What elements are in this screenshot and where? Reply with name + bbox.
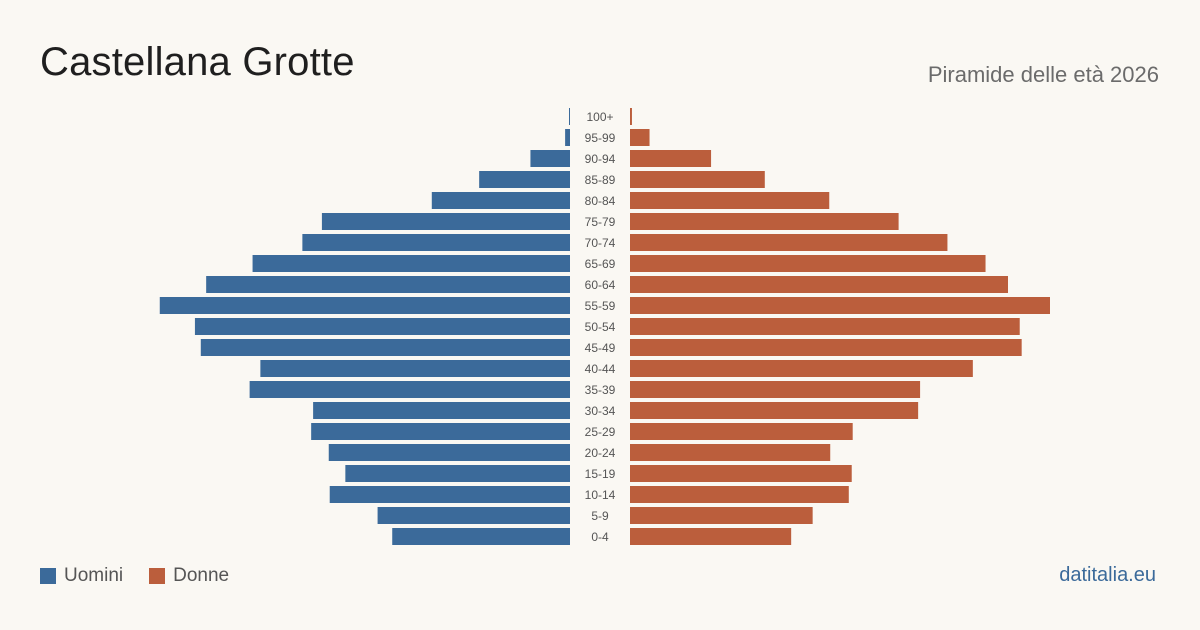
legend-item-women: Donne [149, 565, 229, 587]
bar-women-15-19 [630, 465, 852, 482]
bar-women-100plus [630, 108, 632, 125]
brand-link[interactable]: datitalia.eu [1059, 564, 1156, 586]
bar-men-15-19 [345, 465, 570, 482]
age-label-70-74: 70-74 [585, 236, 616, 250]
bar-women-60-64 [630, 276, 1008, 293]
bar-men-65-69 [252, 255, 570, 272]
age-label-95-99: 95-99 [585, 131, 616, 145]
age-label-30-34: 30-34 [585, 404, 616, 418]
age-label-5-9: 5-9 [591, 509, 609, 523]
legend-swatch-women [149, 568, 166, 584]
age-label-55-59: 55-59 [585, 299, 616, 313]
bar-women-45-49 [630, 339, 1022, 356]
bar-women-20-24 [630, 444, 831, 461]
age-label-60-64: 60-64 [585, 278, 616, 292]
bar-men-25-29 [311, 423, 570, 440]
bar-men-40-44 [260, 360, 570, 377]
legend-swatch-men [40, 568, 56, 584]
page-title: Castellana Grotte [40, 40, 355, 84]
bar-men-5-9 [377, 507, 570, 524]
bar-women-75-79 [630, 213, 899, 230]
bar-men-20-24 [328, 444, 570, 461]
bar-men-70-74 [302, 234, 570, 251]
chart-subtitle: Piramide delle età 2026 [927, 62, 1159, 87]
age-label-65-69: 65-69 [585, 257, 616, 271]
bar-men-35-39 [249, 381, 570, 398]
bar-women-90-94 [630, 150, 712, 167]
age-label-50-54: 50-54 [585, 320, 616, 334]
bar-men-0-4 [392, 528, 570, 545]
age-label-80-84: 80-84 [585, 194, 616, 208]
legend-label-men: Uomini [64, 565, 124, 586]
men-bars [159, 108, 571, 545]
bar-women-80-84 [630, 192, 830, 209]
bar-women-5-9 [630, 507, 813, 524]
bar-men-60-64 [206, 276, 571, 293]
bar-women-30-34 [630, 402, 919, 419]
age-label-45-49: 45-49 [585, 341, 616, 355]
bar-women-70-74 [630, 234, 948, 251]
legend: Uomini Donne [40, 565, 255, 587]
bar-men-100plus [569, 108, 570, 125]
age-label-35-39: 35-39 [585, 383, 616, 397]
bar-women-0-4 [630, 528, 792, 545]
bar-women-55-59 [630, 297, 1050, 314]
age-labels: 100+ 95-99 90-94 85-89 80-84 75-79 70-74 65-69 6… [585, 110, 616, 544]
bar-men-75-79 [321, 213, 570, 230]
bar-women-40-44 [630, 360, 973, 377]
bar-men-85-89 [479, 171, 570, 188]
bar-women-65-69 [630, 255, 986, 272]
age-label-85-89: 85-89 [585, 173, 616, 187]
bar-men-80-84 [431, 192, 570, 209]
legend-item-men: Uomini [40, 565, 123, 587]
age-label-100plus: 100+ [586, 110, 613, 124]
bar-women-50-54 [630, 318, 1020, 335]
age-label-20-24: 20-24 [585, 446, 616, 460]
age-label-10-14: 10-14 [585, 488, 616, 502]
bar-women-85-89 [630, 171, 765, 188]
bar-men-55-59 [159, 297, 570, 314]
age-label-0-4: 0-4 [591, 530, 609, 544]
bar-men-30-34 [313, 402, 570, 419]
bar-men-90-94 [530, 150, 570, 167]
age-label-25-29: 25-29 [585, 425, 616, 439]
age-label-75-79: 75-79 [585, 215, 616, 229]
age-label-90-94: 90-94 [585, 152, 616, 166]
bar-women-95-99 [630, 129, 650, 146]
legend-label-women: Donne [173, 565, 230, 586]
bar-men-45-49 [200, 339, 570, 356]
bar-women-35-39 [630, 381, 921, 398]
bar-men-95-99 [565, 129, 570, 146]
women-bars [630, 108, 1050, 545]
age-label-40-44: 40-44 [585, 362, 616, 376]
bar-women-25-29 [630, 423, 853, 440]
bar-men-50-54 [194, 318, 570, 335]
bar-women-10-14 [630, 486, 849, 503]
bar-men-10-14 [329, 486, 570, 503]
age-label-15-19: 15-19 [585, 467, 616, 481]
